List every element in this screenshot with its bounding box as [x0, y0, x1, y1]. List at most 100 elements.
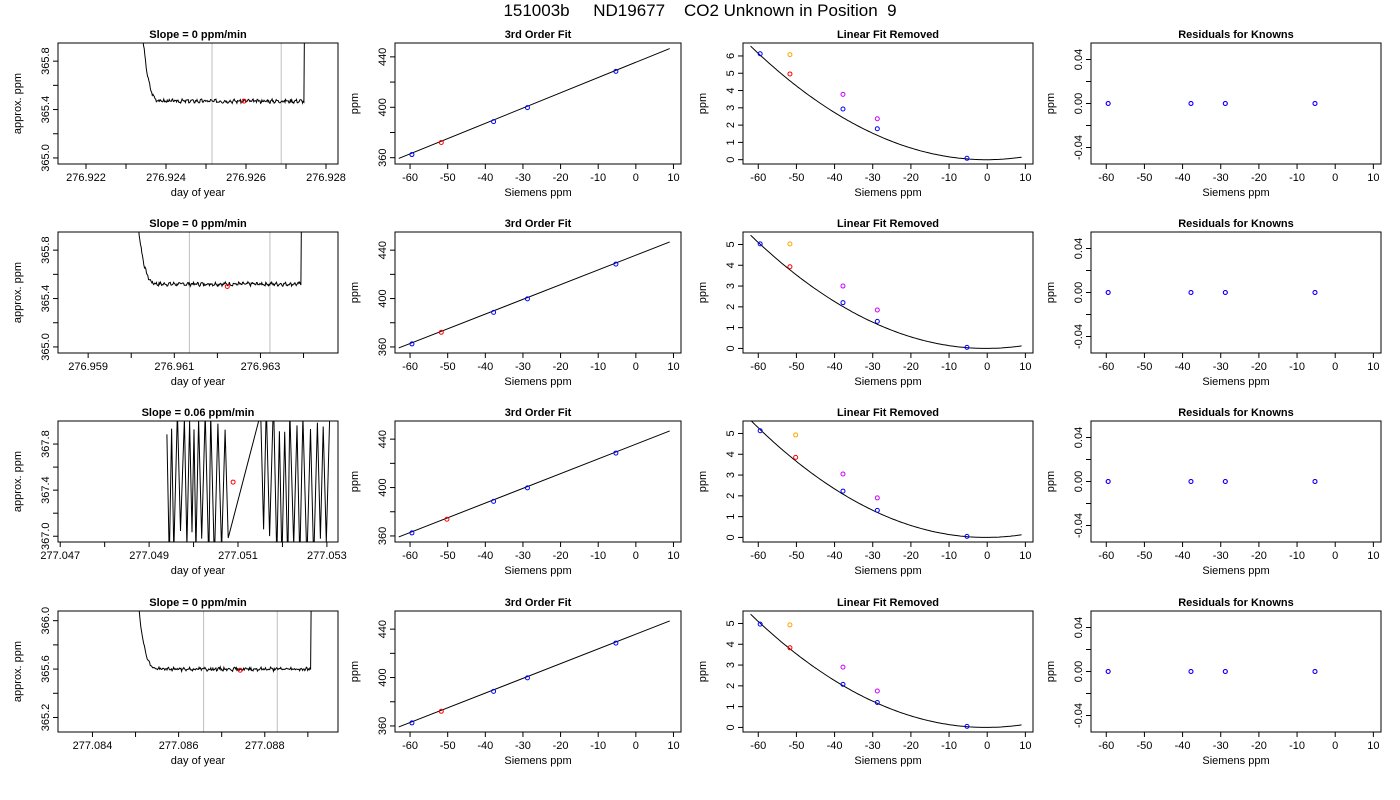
plot-frame	[1090, 231, 1382, 354]
x-tick-label: -50	[788, 550, 804, 562]
plot-frame	[57, 42, 339, 165]
panel-title: Slope = 0 ppm/min	[149, 218, 247, 230]
panel-trace-row1: Slope = 0 ppm/min 276.922 276.924 276.926 27…	[12, 29, 346, 199]
y-tick-label: 0.00	[1073, 471, 1085, 492]
sample-marker	[237, 667, 243, 673]
y-tick-label: 440	[377, 620, 389, 638]
raw-known-point	[840, 91, 846, 97]
panel-title: Linear Fit Removed	[837, 29, 939, 41]
plot-frame	[57, 610, 339, 733]
known-point	[613, 261, 619, 267]
x-tick-label: -60	[750, 172, 766, 184]
plot-area	[1105, 290, 1318, 295]
y-tick-label: -0.04	[1073, 513, 1085, 538]
panel-title: Residuals for Knowns	[1178, 597, 1294, 609]
known-point	[613, 68, 619, 74]
x-tick-label: -40	[1175, 361, 1191, 373]
x-axis-label: Siemens ppm	[504, 187, 571, 199]
x-tick-label: -20	[903, 361, 919, 373]
plot-frame	[394, 610, 682, 733]
x-tick-label: -50	[440, 740, 456, 752]
x-tick-label: 0	[984, 172, 990, 184]
known-point	[491, 498, 497, 504]
known-point	[874, 126, 880, 132]
x-tick-label: -10	[590, 740, 606, 752]
x-tick-label: -60	[402, 172, 418, 184]
x-axis-label: day of year	[171, 565, 226, 577]
x-tick-label: 276.928	[306, 172, 346, 184]
x-tick-label: -20	[553, 172, 569, 184]
sample-point	[787, 71, 793, 77]
panel-title: 3rd Order Fit	[505, 29, 572, 41]
x-tick-label: -10	[941, 740, 957, 752]
plot-area	[398, 48, 670, 159]
panel-linear-row1: Linear Fit Removed -60 -50 -40 -30 -20 -10 0 10 0…	[697, 29, 1034, 199]
y-tick-label: 0.00	[1073, 93, 1085, 114]
known-point	[613, 450, 619, 456]
sample-marker	[241, 98, 247, 104]
y-axis-label: approx. ppm	[12, 73, 24, 134]
y-tick-label: 4	[725, 451, 737, 457]
x-tick-label: -50	[788, 740, 804, 752]
panel-fit-row1: 3rd Order Fit -60 -50 -40 -30 -20 -10 0 10 360 400…	[349, 29, 682, 199]
x-axis-label: Siemens ppm	[1202, 187, 1269, 199]
residual-point	[1312, 290, 1318, 295]
y-axis-label: ppm	[1045, 661, 1057, 682]
y-tick-label: 1	[725, 139, 737, 145]
panel-fit-row2: 3rd Order Fit -60 -50 -40 -30 -20 -10 0 10 360 400…	[349, 218, 682, 388]
known-point	[964, 344, 970, 350]
plot-area	[166, 421, 331, 542]
x-tick-label: 276.959	[68, 361, 108, 373]
y-tick-label: 360	[377, 338, 389, 356]
y-axis-label: approx. ppm	[12, 262, 24, 323]
y-tick-label: 5	[725, 430, 737, 436]
raw-unknown-point	[787, 622, 793, 628]
panel-linear-row4: Linear Fit Removed -60 -50 -40 -30 -20 -10 0 10 0…	[697, 597, 1034, 767]
x-tick-label: 0	[633, 740, 639, 752]
fit-curve	[750, 613, 1022, 728]
panel-title: Residuals for Knowns	[1178, 29, 1294, 41]
plot-area	[398, 620, 670, 728]
y-tick-label: 0	[725, 157, 737, 163]
known-point	[524, 485, 530, 491]
x-tick-label: 277.047	[40, 550, 80, 562]
y-axis-label: approx. ppm	[12, 451, 24, 512]
x-tick-label: -50	[1136, 740, 1152, 752]
residual-point	[1105, 290, 1111, 295]
fit-line	[398, 620, 670, 728]
raw-known-point	[874, 307, 880, 313]
plot-area	[750, 45, 1022, 161]
known-point	[409, 341, 415, 347]
x-tick-label: -10	[941, 550, 957, 562]
panel-trace-row2: Slope = 0 ppm/min 276.959 276.961 276.963 36…	[12, 218, 339, 388]
trace-line	[166, 421, 331, 542]
x-tick-label: 10	[1367, 740, 1379, 752]
plot-frame	[394, 420, 682, 543]
plot-frame	[1090, 610, 1382, 733]
y-tick-label: 0.04	[1073, 49, 1085, 70]
y-tick-label: 360	[377, 527, 389, 545]
y-tick-label: 2	[725, 122, 737, 128]
x-tick-label: -30	[865, 172, 881, 184]
raw-known-point	[874, 116, 880, 122]
y-tick-label: 365.0	[40, 144, 52, 172]
x-tick-label: 10	[1367, 172, 1379, 184]
y-tick-label: 360	[377, 149, 389, 167]
y-tick-label: 0	[725, 345, 737, 351]
known-point	[491, 119, 497, 125]
trace-line	[142, 43, 305, 105]
x-tick-label: -60	[402, 361, 418, 373]
x-tick-label: -40	[827, 361, 843, 373]
y-tick-label: 365.4	[40, 96, 52, 124]
sample-marker	[224, 283, 230, 289]
plot-frame	[394, 231, 682, 354]
x-tick-label: -50	[1136, 550, 1152, 562]
x-tick-label: 10	[1019, 361, 1031, 373]
panel-resid-row1: Residuals for Knowns -60 -50 -40 -30 -20 -10 0 1…	[1045, 29, 1382, 199]
residual-point	[1188, 669, 1194, 674]
y-tick-label: 5	[725, 241, 737, 247]
sample-point	[793, 454, 799, 460]
y-tick-label: 4	[725, 87, 737, 93]
x-tick-label: 0	[1332, 361, 1338, 373]
raw-unknown-point	[787, 52, 793, 58]
